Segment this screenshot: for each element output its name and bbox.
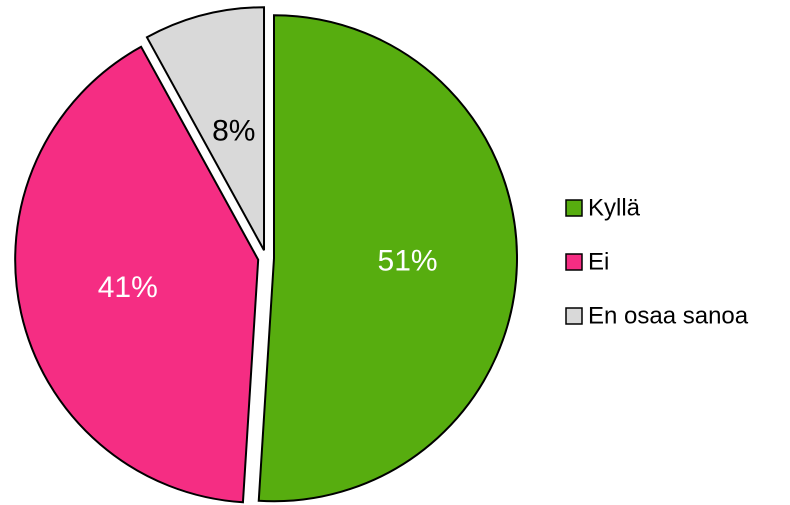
slice-label: 41% <box>98 271 158 304</box>
pie-slice <box>257 14 518 503</box>
pie-slice <box>14 45 260 504</box>
legend-text: Ei <box>588 248 609 275</box>
legend-swatch <box>565 199 583 217</box>
slice-label: 8% <box>212 114 255 147</box>
legend-text: En osaa sanoa <box>588 302 749 329</box>
slice-label: 51% <box>378 244 438 277</box>
legend-text: Kyllä <box>588 194 641 221</box>
legend-swatch <box>565 253 583 271</box>
pie-slice <box>145 6 266 251</box>
legend-swatch <box>565 307 583 325</box>
